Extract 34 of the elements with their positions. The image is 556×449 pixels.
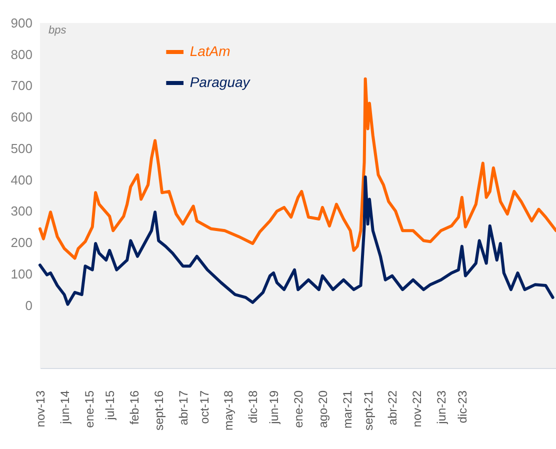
x-tick-label: nov-13	[34, 390, 48, 428]
y-tick-label: 500	[10, 140, 32, 156]
x-tick-label: nov-22	[410, 390, 424, 428]
x-tick-label: sept-16	[152, 390, 166, 431]
y-tick-label: 100	[10, 266, 32, 282]
x-tick-label: abr-17	[176, 390, 190, 426]
x-tick-label: may-18	[222, 390, 236, 431]
y-tick-label: 600	[10, 110, 32, 125]
x-tick-label: dic-23	[455, 390, 470, 424]
y-tick-label: 400	[10, 172, 32, 188]
legend-label: Paraguay	[190, 74, 251, 90]
x-tick-label: feb-16	[128, 390, 142, 425]
x-tick-label: jul-15	[103, 390, 118, 421]
y-tick-label: 900	[10, 16, 32, 30]
y-tick-label: 200	[10, 235, 32, 250]
legend-label: LatAm	[190, 43, 231, 59]
y-tick-label: 800	[10, 46, 32, 62]
x-tick-label: oct-17	[197, 390, 212, 424]
y-tick-label: 0	[25, 298, 32, 313]
x-tick-label: dic-18	[246, 390, 260, 424]
x-tick-label: sept-21	[361, 390, 376, 431]
line-series	[38, 77, 556, 260]
y-tick-label: 300	[10, 204, 32, 219]
x-tick-label: ene-15	[82, 390, 96, 428]
x-tick-label: jun-19	[267, 390, 282, 425]
x-tick-label: mar-21	[340, 390, 354, 429]
x-tick-label: ago-20	[316, 390, 330, 428]
y-tick-label: 700	[10, 78, 32, 94]
y-axis-title: bps	[48, 24, 67, 36]
x-tick-label: jun-23	[434, 390, 448, 425]
x-tick-label: abr-22	[386, 390, 400, 426]
x-tick-label: jun-14	[58, 390, 72, 425]
line-series	[38, 175, 554, 306]
x-tick-label: ene-20	[292, 390, 306, 428]
